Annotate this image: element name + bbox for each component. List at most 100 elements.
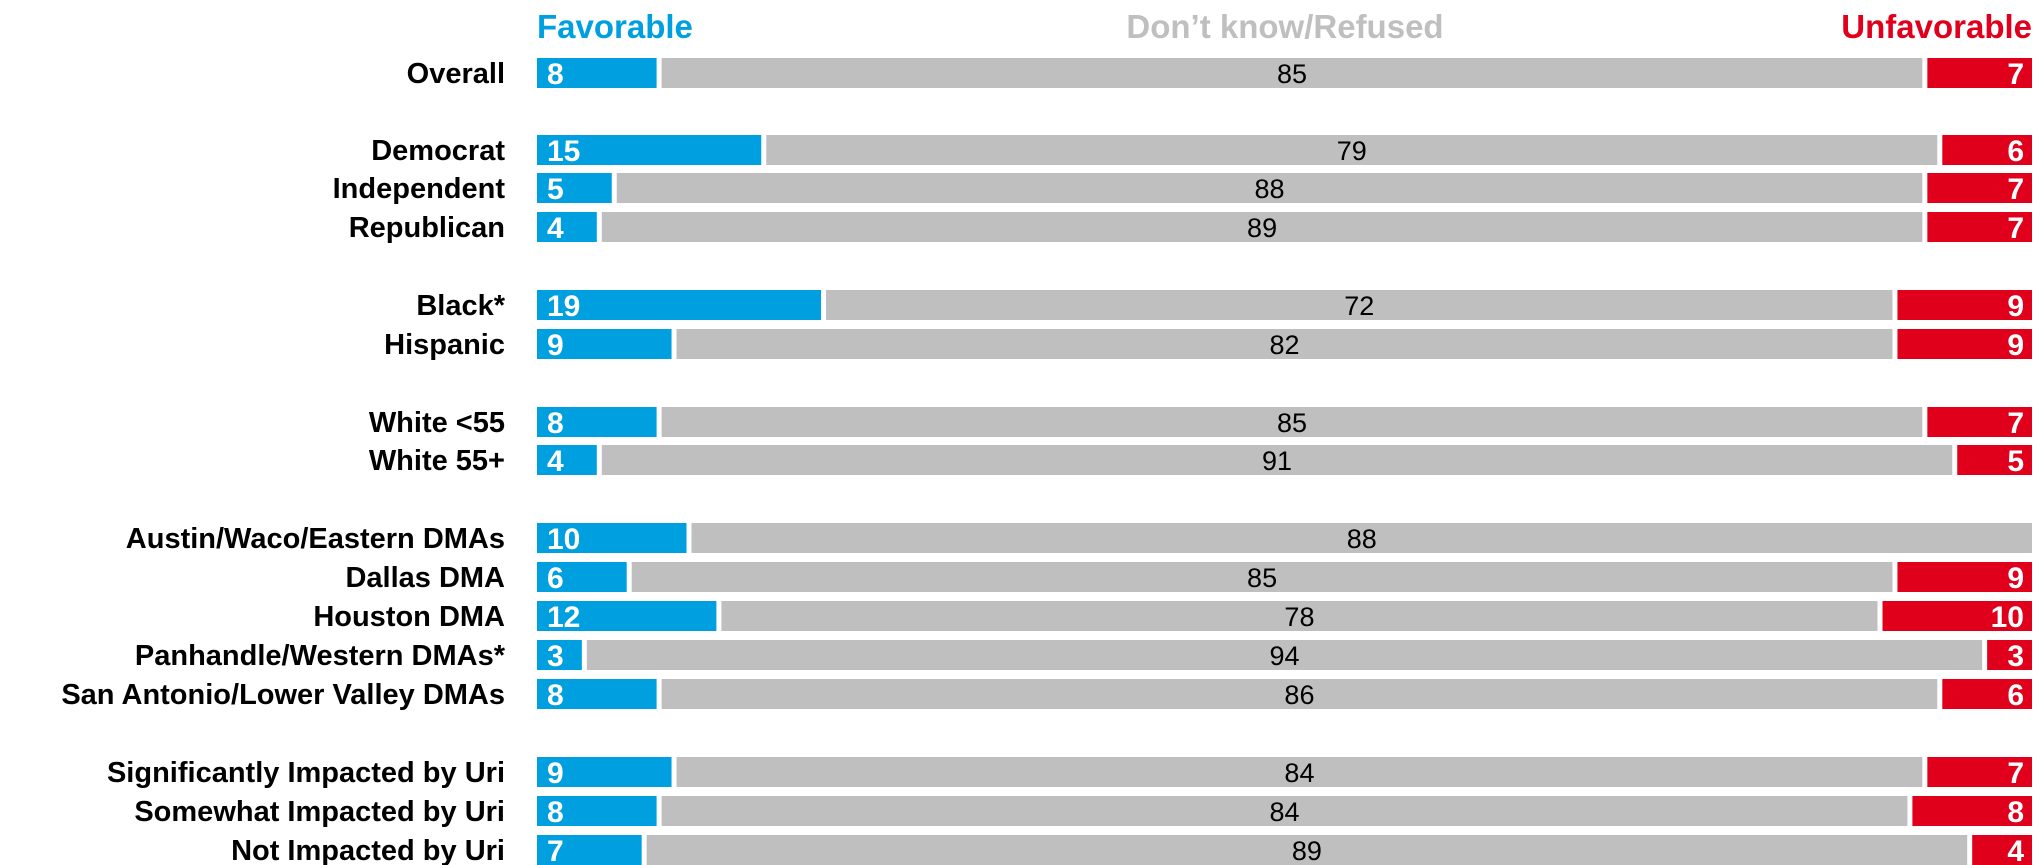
value-label-unfavorable: 4 [2007, 835, 2024, 865]
bar-unfavorable [1897, 290, 2032, 320]
bar-dont-know [616, 173, 1923, 203]
bar-unfavorable [1927, 212, 2032, 242]
bar-unfavorable [1942, 135, 2032, 165]
bar-favorable [537, 601, 717, 631]
value-label-favorable: 8 [547, 58, 564, 91]
value-label-favorable: 12 [547, 601, 580, 634]
bar-unfavorable [1882, 601, 2032, 631]
value-label-dont-know: 88 [1347, 524, 1377, 554]
value-label-favorable: 4 [547, 445, 564, 478]
value-label-favorable: 8 [547, 679, 564, 712]
bar-unfavorable [1912, 796, 2032, 826]
bar-unfavorable [1927, 173, 2032, 203]
value-label-unfavorable: 5 [2007, 445, 2024, 478]
bar-dont-know [676, 757, 1923, 787]
value-label-unfavorable: 7 [2007, 757, 2024, 790]
legend-unfavorable: Unfavorable [1841, 8, 2032, 45]
bar-favorable [537, 835, 642, 865]
bar-dont-know [661, 407, 1923, 437]
category-label: San Antonio/Lower Valley DMAs [61, 679, 505, 711]
value-label-favorable: 15 [547, 135, 580, 168]
bar-favorable [537, 290, 822, 320]
value-label-unfavorable: 7 [2007, 173, 2024, 206]
bar-unfavorable [1957, 445, 2032, 475]
value-label-unfavorable: 7 [2007, 212, 2024, 245]
bar-unfavorable [1897, 329, 2032, 359]
value-label-dont-know: 78 [1284, 602, 1314, 632]
category-label: Somewhat Impacted by Uri [134, 796, 505, 828]
category-label: Significantly Impacted by Uri [107, 757, 505, 789]
bar-dont-know [586, 640, 1983, 670]
bar-favorable [537, 329, 672, 359]
value-label-dont-know: 72 [1344, 291, 1374, 321]
bar-unfavorable [1942, 679, 2032, 709]
bar-unfavorable [1972, 835, 2032, 865]
bar-dont-know [661, 58, 1923, 88]
value-label-favorable: 8 [547, 407, 564, 440]
category-label: Austin/Waco/Eastern DMAs [126, 523, 505, 555]
bar-unfavorable [1927, 407, 2032, 437]
value-label-dont-know: 84 [1269, 797, 1299, 827]
value-label-dont-know: 82 [1269, 330, 1299, 360]
value-label-dont-know: 94 [1269, 641, 1299, 671]
value-label-favorable: 8 [547, 796, 564, 829]
value-label-favorable: 9 [547, 757, 564, 790]
bar-dont-know [766, 135, 1938, 165]
bar-favorable [537, 407, 657, 437]
value-label-dont-know: 86 [1284, 680, 1314, 710]
legend-dont-know: Don’t know/Refused [1126, 8, 1443, 45]
bar-unfavorable [1927, 757, 2032, 787]
value-label-dont-know: 89 [1292, 836, 1322, 865]
category-label: Republican [349, 212, 505, 244]
bar-favorable [537, 640, 582, 670]
bar-unfavorable [1897, 562, 2032, 592]
value-label-favorable: 5 [547, 173, 564, 206]
bar-dont-know [631, 562, 1893, 592]
category-label: Houston DMA [313, 601, 505, 633]
bar-favorable [537, 445, 597, 475]
value-label-dont-know: 84 [1284, 758, 1314, 788]
category-label: Democrat [371, 135, 505, 167]
category-label: Panhandle/Western DMAs* [135, 640, 506, 672]
value-label-unfavorable: 9 [2007, 562, 2024, 595]
bar-dont-know [601, 445, 1953, 475]
bar-favorable [537, 796, 657, 826]
bar-dont-know [721, 601, 1878, 631]
value-label-dont-know: 85 [1277, 408, 1307, 438]
value-label-unfavorable: 9 [2007, 290, 2024, 323]
value-label-dont-know: 91 [1262, 446, 1292, 476]
value-label-favorable: 4 [547, 212, 564, 245]
value-label-favorable: 3 [547, 640, 564, 673]
bar-dont-know [676, 329, 1893, 359]
value-label-unfavorable: 7 [2007, 58, 2024, 91]
category-label: Independent [333, 173, 506, 205]
value-label-unfavorable: 8 [2007, 796, 2024, 829]
value-label-unfavorable: 9 [2007, 329, 2024, 362]
value-label-dont-know: 85 [1247, 563, 1277, 593]
bar-favorable [537, 562, 627, 592]
bar-favorable [537, 523, 687, 553]
bar-dont-know [661, 796, 1908, 826]
value-label-favorable: 9 [547, 329, 564, 362]
category-label: White <55 [369, 407, 505, 439]
legend-favorable: Favorable [537, 8, 693, 45]
bar-favorable [537, 679, 657, 709]
category-label: Not Impacted by Uri [231, 835, 505, 865]
bar-dont-know [691, 523, 2032, 553]
value-label-unfavorable: 7 [2007, 407, 2024, 440]
value-label-dont-know: 79 [1337, 136, 1367, 166]
category-label: Hispanic [384, 329, 505, 361]
category-label: Dallas DMA [345, 562, 505, 594]
bar-unfavorable [1927, 58, 2032, 88]
value-label-favorable: 19 [547, 290, 580, 323]
bar-dont-know [646, 835, 1968, 865]
value-label-favorable: 7 [547, 835, 564, 865]
bar-favorable [537, 58, 657, 88]
bar-favorable [537, 173, 612, 203]
value-label-favorable: 6 [547, 562, 564, 595]
value-label-favorable: 10 [547, 523, 580, 556]
category-label: Overall [407, 58, 505, 90]
bar-dont-know [826, 290, 1893, 320]
